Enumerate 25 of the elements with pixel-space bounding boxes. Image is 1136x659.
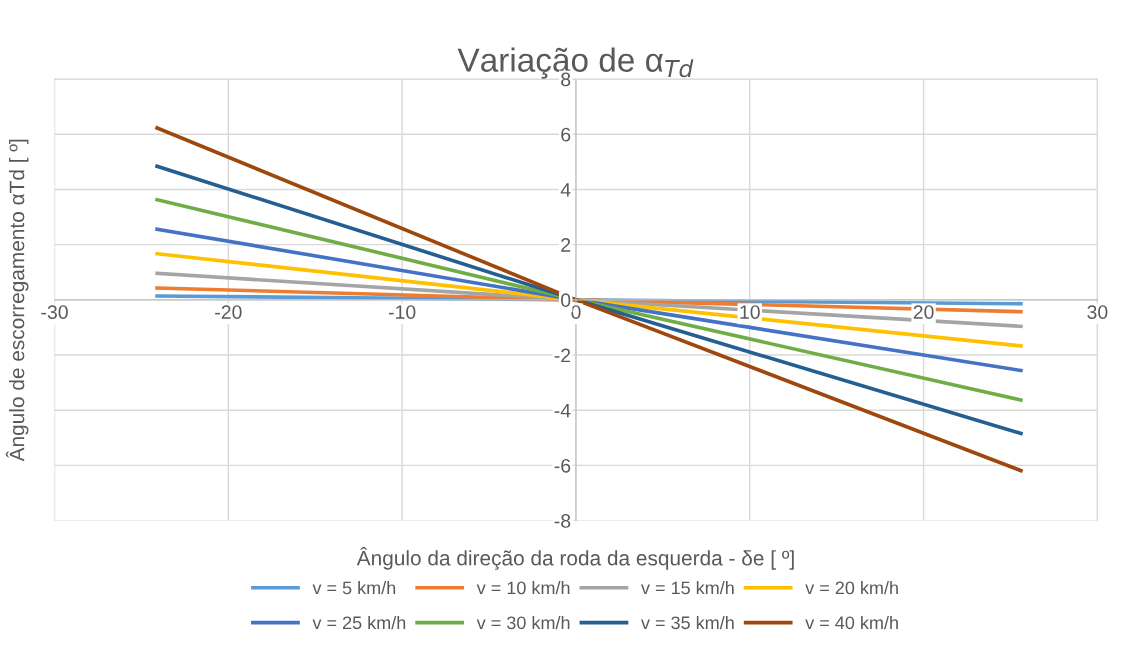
legend-label: v = 5 km/h xyxy=(312,581,396,595)
legend-label: v = 35 km/h xyxy=(641,615,734,630)
legend-label: v = 15 km/h xyxy=(641,581,734,595)
x-tick-label: -20 xyxy=(215,305,242,319)
x-tick-label: -30 xyxy=(41,305,68,319)
y-axis-title: Ângulo de escorregamento αTd [ º] xyxy=(5,139,29,462)
x-axis-title: Ângulo da direção da roda da esquerda - δe [ º] xyxy=(356,547,794,570)
x-tick-label: 0 xyxy=(571,305,581,319)
x-tick-label: 20 xyxy=(913,305,934,319)
legend-label: v = 10 km/h xyxy=(476,581,570,595)
legend-label: v = 20 km/h xyxy=(805,581,898,595)
y-tick-label: -6 xyxy=(554,458,571,473)
x-tick-label: -10 xyxy=(388,305,416,319)
legend-label: v = 30 km/h xyxy=(476,615,570,630)
x-tick-label: 10 xyxy=(740,305,760,319)
y-tick-label: 6 xyxy=(561,127,571,142)
y-tick-label: -2 xyxy=(554,348,571,363)
y-tick-label: 2 xyxy=(561,238,571,252)
y-tick-label: -8 xyxy=(554,514,571,528)
legend-label: v = 25 km/h xyxy=(312,615,406,630)
y-tick-label: 4 xyxy=(560,183,571,197)
y-tick-label: -4 xyxy=(554,403,571,418)
y-tick-label: 0 xyxy=(561,293,571,308)
x-tick-label: 30 xyxy=(1087,305,1108,319)
legend-label: v = 40 km/h xyxy=(805,615,898,630)
